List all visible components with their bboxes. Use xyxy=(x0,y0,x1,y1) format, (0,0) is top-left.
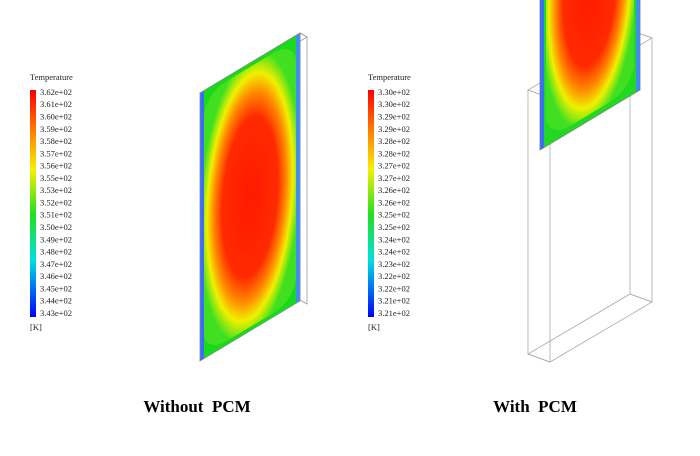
legend-label: 3.29e+02 xyxy=(378,124,410,134)
legend-label: 3.57e+02 xyxy=(40,148,72,158)
legend-label: 3.47e+02 xyxy=(40,259,72,269)
legend-label: 3.53e+02 xyxy=(40,185,72,195)
legend-label: 3.44e+02 xyxy=(40,296,72,306)
legend-title: Temperature xyxy=(368,72,411,82)
legend-label: 3.50e+02 xyxy=(40,222,72,232)
legend-title: Temperature xyxy=(30,72,73,82)
legend-label: 3.24e+02 xyxy=(378,234,410,244)
legend-label: 3.24e+02 xyxy=(378,247,410,257)
caption: Without PCM xyxy=(143,397,250,416)
legend-label: 3.46e+02 xyxy=(40,271,72,281)
legend-label: 3.52e+02 xyxy=(40,197,72,207)
legend-label: 3.26e+02 xyxy=(378,185,410,195)
legend-label: 3.23e+02 xyxy=(378,259,410,269)
legend-label: 3.58e+02 xyxy=(40,136,72,146)
legend-label: 3.56e+02 xyxy=(40,161,72,171)
legend-label: 3.22e+02 xyxy=(378,283,410,293)
legend-label: 3.27e+02 xyxy=(378,161,410,171)
contour-left xyxy=(199,32,308,362)
color-bar xyxy=(368,90,374,317)
legend-unit: [K] xyxy=(30,322,42,332)
legend-label: 3.27e+02 xyxy=(378,173,410,183)
legend-label: 3.60e+02 xyxy=(40,112,72,122)
legend-label: 3.25e+02 xyxy=(378,210,410,220)
legend-label: 3.45e+02 xyxy=(40,283,72,293)
legend-label: 3.29e+02 xyxy=(378,112,410,122)
legend-label: 3.28e+02 xyxy=(378,148,410,158)
legend-label: 3.26e+02 xyxy=(378,197,410,207)
legend-label: 3.61e+02 xyxy=(40,99,72,109)
legend-label: 3.59e+02 xyxy=(40,124,72,134)
legend-label: 3.51e+02 xyxy=(40,210,72,220)
legend-label: 3.30e+02 xyxy=(378,99,410,109)
legend-label: 3.48e+02 xyxy=(40,247,72,257)
legend-label: 3.22e+02 xyxy=(378,271,410,281)
legend-unit: [K] xyxy=(368,322,380,332)
legend-label: 3.49e+02 xyxy=(40,234,72,244)
legend-label: 3.55e+02 xyxy=(40,173,72,183)
legend-label: 3.21e+02 xyxy=(378,296,410,306)
caption: With PCM xyxy=(493,397,577,416)
legend-label: 3.62e+02 xyxy=(40,87,72,97)
legend-label: 3.28e+02 xyxy=(378,136,410,146)
contour-right xyxy=(527,0,653,363)
color-bar xyxy=(30,90,36,317)
legend-label: 3.21e+02 xyxy=(378,308,410,318)
legend-label: 3.25e+02 xyxy=(378,222,410,232)
legend-label: 3.43e+02 xyxy=(40,308,72,318)
legend-label: 3.30e+02 xyxy=(378,87,410,97)
